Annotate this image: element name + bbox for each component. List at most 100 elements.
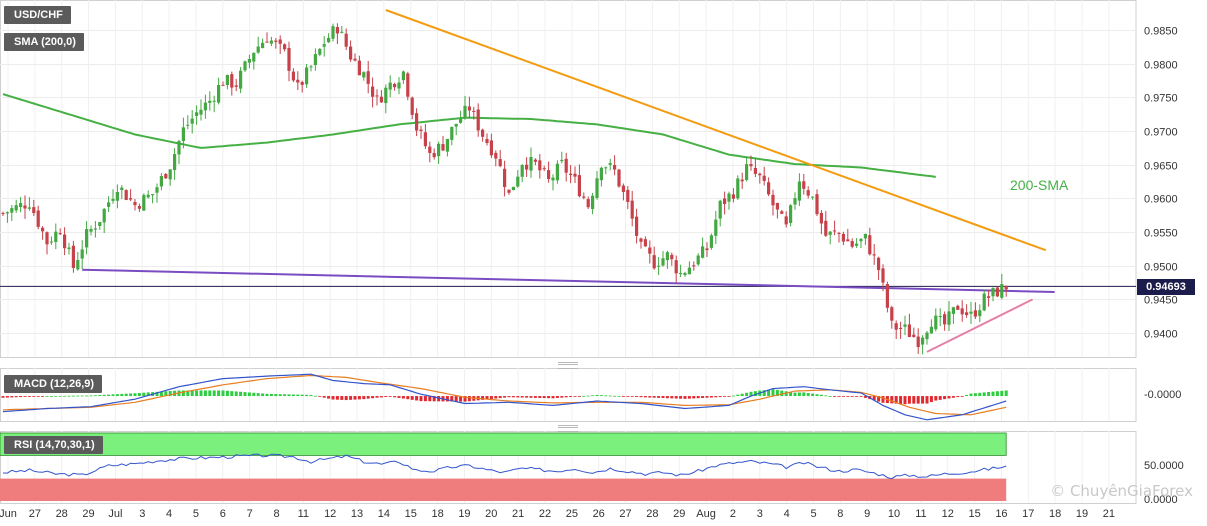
- candle-bear: [872, 254, 876, 256]
- candle-bear: [626, 189, 630, 202]
- macd-histogram-bar: [877, 396, 881, 402]
- candle-bear: [230, 74, 234, 88]
- candle-bear: [507, 189, 511, 193]
- candle-bull: [520, 165, 524, 177]
- macd-histogram-bar: [547, 396, 551, 399]
- candle-bear: [533, 159, 537, 162]
- macd-histogram-bar: [687, 396, 691, 399]
- macd-histogram-bar: [542, 396, 546, 399]
- candle-bear: [357, 60, 361, 76]
- candle-bull: [397, 82, 401, 89]
- date-tick-label: 17: [1022, 508, 1034, 520]
- macd-histogram-bar: [925, 396, 929, 404]
- macd-histogram-bar: [591, 395, 595, 397]
- date-tick-label: 11: [915, 508, 926, 520]
- macd-histogram-bar: [322, 396, 326, 398]
- candle-bear: [525, 164, 529, 170]
- macd-histogram-bar: [445, 396, 449, 402]
- macd-axis-label: -0.0000: [1144, 389, 1181, 401]
- macd-histogram-bar: [318, 396, 322, 397]
- macd-histogram-bar: [146, 392, 150, 397]
- macd-histogram-bar: [916, 396, 920, 404]
- macd-histogram-bar: [335, 396, 339, 400]
- date-tick-label: Jun: [0, 508, 17, 520]
- candle-bull: [797, 181, 801, 201]
- candle-bull: [85, 229, 89, 248]
- candle-bear: [41, 227, 45, 232]
- candle-bear: [287, 48, 291, 71]
- macd-histogram-bar: [344, 396, 348, 401]
- candle-bull: [173, 154, 177, 171]
- candle-bull: [665, 252, 669, 261]
- date-tick-label: 4: [784, 508, 790, 520]
- macd-histogram-bar: [120, 393, 124, 397]
- sma-200-annotation: 200-SMA: [1010, 177, 1069, 193]
- macd-histogram-bar: [269, 393, 273, 397]
- candle-bull: [67, 247, 71, 250]
- macd-histogram-bar: [379, 396, 383, 398]
- macd-histogram-bar: [630, 396, 634, 397]
- candle-bull: [93, 228, 97, 230]
- macd-histogram-bar: [481, 396, 485, 400]
- price-tick-label: 0.9450: [1144, 295, 1178, 307]
- candle-bear: [476, 109, 480, 131]
- candle-bear: [32, 207, 36, 214]
- macd-histogram-bar: [740, 393, 744, 397]
- candle-bull: [269, 40, 273, 44]
- candle-bear: [379, 96, 383, 103]
- candle-bull: [159, 176, 163, 187]
- candle-bull: [511, 186, 515, 191]
- candle-bear: [503, 168, 507, 188]
- candle-bear: [907, 324, 911, 337]
- macd-histogram-bar: [696, 396, 700, 399]
- candle-bull: [714, 219, 718, 236]
- candle-bear: [771, 194, 775, 206]
- macd-histogram-bar: [960, 396, 964, 397]
- candle-bear: [45, 232, 49, 245]
- macd-histogram-bar: [731, 395, 735, 397]
- candle-bear: [899, 327, 903, 329]
- rsi-label: RSI (14,70,30,1): [4, 436, 103, 454]
- macd-histogram-bar: [599, 395, 603, 397]
- date-tick-label: 4: [166, 508, 172, 520]
- candle-bear: [371, 86, 375, 97]
- macd-histogram-bar: [32, 396, 36, 397]
- candle-bear: [538, 160, 542, 171]
- macd-histogram-bar: [353, 396, 357, 400]
- candle-bear: [635, 216, 639, 236]
- macd-histogram-bar: [780, 390, 784, 397]
- macd-histogram-bar: [793, 392, 797, 397]
- macd-label: MACD (12,26,9): [4, 375, 103, 393]
- pane-splitter-rsi[interactable]: [558, 425, 578, 432]
- macd-histogram-bar: [569, 396, 573, 397]
- macd-histogram-bar: [538, 396, 542, 398]
- candle-bull: [168, 169, 172, 180]
- candle-bull: [595, 178, 599, 198]
- candle-bear: [692, 265, 696, 267]
- macd-histogram-bar: [564, 396, 568, 398]
- macd-histogram-bar: [331, 396, 335, 400]
- macd-histogram-bar: [203, 390, 207, 397]
- date-tick-label: 15: [405, 508, 417, 520]
- macd-histogram-bar: [401, 396, 405, 399]
- macd-histogram-bar: [155, 391, 159, 397]
- candle-bear: [586, 199, 590, 208]
- macd-histogram-bar: [573, 396, 577, 397]
- date-tick-label: 2: [730, 508, 736, 520]
- candle-bull: [991, 287, 995, 297]
- candle-bull: [934, 315, 938, 330]
- candle-bear: [410, 97, 414, 115]
- macd-histogram-bar: [419, 396, 423, 402]
- candle-bull: [687, 267, 691, 275]
- macd-histogram-bar: [973, 393, 977, 397]
- macd-histogram-bar: [287, 394, 291, 397]
- macd-histogram-bar: [137, 392, 141, 397]
- macd-histogram-bar: [1004, 390, 1008, 397]
- candle-bear: [366, 71, 370, 84]
- macd-histogram-bar: [969, 393, 973, 397]
- candle-bear: [780, 211, 784, 214]
- candle-bull: [318, 48, 322, 55]
- macd-histogram-bar: [824, 395, 828, 397]
- candle-bull: [828, 231, 832, 235]
- pane-splitter-macd[interactable]: [558, 362, 578, 369]
